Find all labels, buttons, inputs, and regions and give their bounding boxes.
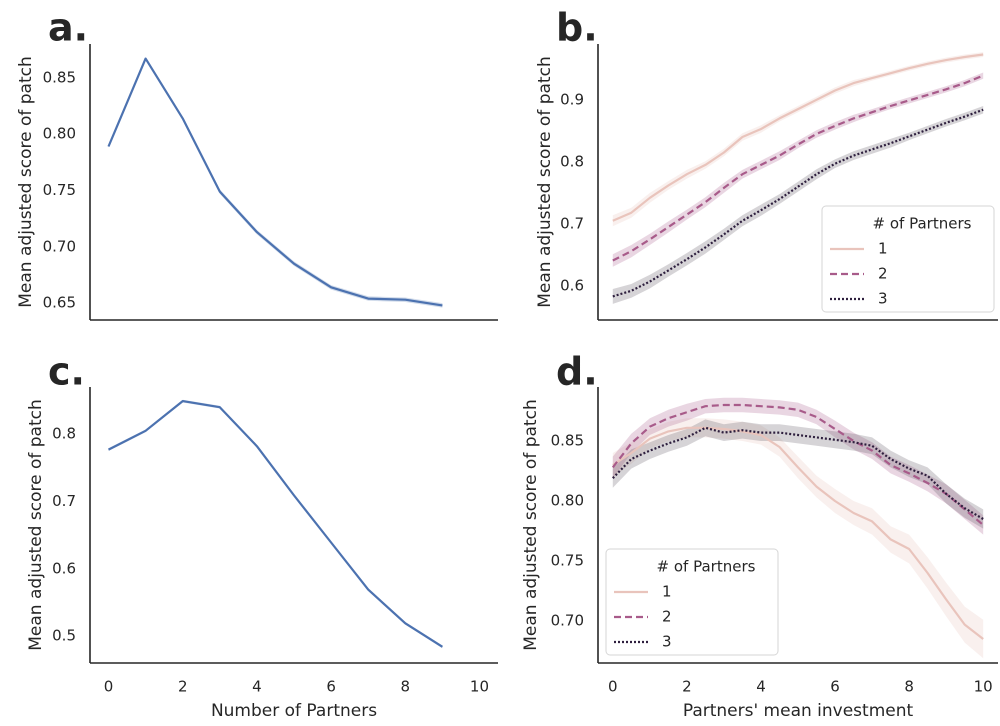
y-tick-label-d-0: 0.70 bbox=[551, 612, 584, 630]
panel-a: a. 0.65 0.70 0.75 0.80 0.85 Mean adjusted scor… bbox=[16, 6, 498, 321]
legend-label-b-2: 3 bbox=[878, 290, 888, 308]
ci-band-d-1 bbox=[612, 397, 984, 535]
x-axis-label-d: Partners' mean investment bbox=[683, 701, 914, 721]
y-axis-label-b: Mean adjusted score of patch bbox=[535, 56, 555, 307]
x-axis-label-c: Number of Partners bbox=[211, 701, 377, 721]
x-tick-label-c-0: 0 bbox=[104, 678, 114, 696]
x-tick-label-d-0: 0 bbox=[608, 678, 618, 696]
legend-label-d-1: 2 bbox=[662, 608, 672, 626]
y-axis-label-a: Mean adjusted score of patch bbox=[16, 56, 36, 307]
legend-label-d-2: 3 bbox=[662, 633, 672, 651]
y-tick-label-a-0: 0.65 bbox=[43, 294, 76, 312]
legend-b: # of Partners 1 2 3 bbox=[821, 205, 995, 313]
y-tick-label-a-4: 0.85 bbox=[43, 68, 76, 86]
legend-d: # of Partners 1 2 3 bbox=[605, 548, 779, 656]
y-tick-label-a-1: 0.70 bbox=[43, 237, 76, 255]
legend-frame-d bbox=[605, 548, 779, 656]
y-axis-label-d: Mean adjusted score of patch bbox=[521, 399, 541, 650]
panel-b: b. 0.6 0.7 0.8 0.9 Mean adjusted score of pat… bbox=[535, 6, 998, 321]
panel-letter-a: a. bbox=[48, 6, 88, 50]
x-tick-label-d-2: 4 bbox=[756, 678, 766, 696]
y-tick-label-b-3: 0.9 bbox=[560, 90, 584, 108]
panel-letter-d: d. bbox=[556, 350, 598, 394]
x-tick-label-d-1: 2 bbox=[682, 678, 692, 696]
y-tick-label-c-1: 0.6 bbox=[52, 559, 76, 577]
y-tick-label-d-3: 0.85 bbox=[551, 432, 584, 450]
series-line-d-0 bbox=[612, 426, 984, 640]
y-tick-label-c-2: 0.7 bbox=[52, 492, 76, 510]
panel-d: d. 0.70 0.75 0.80 0.85 0 2 4 6 8 10 Mean adjusted s… bbox=[521, 350, 998, 721]
y-tick-label-b-1: 0.7 bbox=[560, 214, 584, 232]
ci-band-b-2 bbox=[612, 106, 984, 304]
series-line-d-1 bbox=[611, 403, 984, 526]
x-tick-label-c-1: 2 bbox=[178, 678, 188, 696]
y-tick-label-c-0: 0.5 bbox=[52, 627, 76, 645]
x-tick-label-d-4: 8 bbox=[904, 678, 914, 696]
y-tick-label-b-0: 0.6 bbox=[560, 276, 584, 294]
y-tick-label-d-1: 0.75 bbox=[551, 552, 584, 570]
series-line-a-0 bbox=[107, 57, 443, 307]
x-tick-label-c-3: 6 bbox=[326, 678, 336, 696]
legend-label-d-0: 1 bbox=[662, 583, 672, 601]
panel-letter-b: b. bbox=[556, 6, 598, 50]
panel-letter-c: c. bbox=[48, 350, 85, 394]
ci-band-b-1 bbox=[612, 72, 984, 267]
y-tick-label-c-3: 0.8 bbox=[52, 425, 76, 443]
x-tick-label-c-5: 10 bbox=[470, 678, 489, 696]
y-tick-label-a-3: 0.80 bbox=[43, 125, 76, 143]
legend-frame-b bbox=[821, 205, 995, 313]
y-axis-label-c: Mean adjusted score of patch bbox=[26, 399, 46, 650]
series-line-d-2 bbox=[612, 426, 984, 520]
series-line-b-0 bbox=[612, 53, 984, 222]
x-tick-label-d-5: 10 bbox=[974, 678, 993, 696]
series-line-b-1 bbox=[612, 74, 984, 262]
x-tick-label-d-3: 6 bbox=[830, 678, 840, 696]
panel-c: c. 0.5 0.6 0.7 0.8 0 2 4 6 8 10 Mean adjusted score… bbox=[26, 350, 498, 721]
legend-label-b-1: 2 bbox=[878, 265, 888, 283]
legend-title-b: # of Partners bbox=[873, 215, 972, 233]
x-tick-label-c-2: 4 bbox=[252, 678, 262, 696]
y-tick-label-a-2: 0.75 bbox=[43, 181, 76, 199]
y-tick-label-b-2: 0.8 bbox=[560, 152, 584, 170]
x-tick-label-c-4: 8 bbox=[400, 678, 410, 696]
y-tick-label-d-2: 0.80 bbox=[551, 492, 584, 510]
legend-label-b-0: 1 bbox=[878, 240, 888, 258]
series-line-c-0 bbox=[108, 400, 443, 648]
legend-title-d: # of Partners bbox=[657, 558, 756, 576]
series-line-b-2 bbox=[612, 108, 984, 298]
